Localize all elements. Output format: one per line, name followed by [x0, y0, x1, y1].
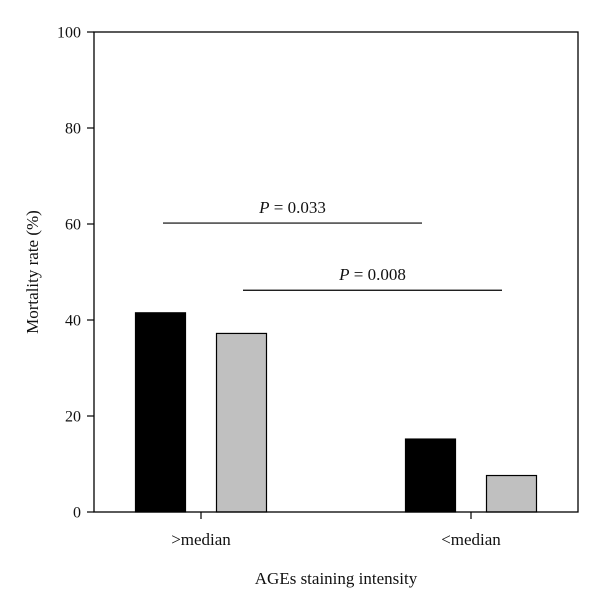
x-tick-label: >median — [171, 530, 231, 549]
bar-1-1 — [134, 312, 187, 513]
x-axis-ticks: >median <median — [171, 512, 501, 549]
y-tick-label: 0 — [73, 505, 81, 522]
y-axis-label: Mortality rate (%) — [23, 210, 42, 334]
annotations-group: P = 0.033 P = 0.008 — [163, 198, 502, 291]
bar-2-1 — [215, 332, 268, 513]
y-tick-label: 40 — [65, 313, 81, 330]
bars-group — [134, 312, 538, 513]
y-axis-ticks: 0 20 40 60 80 100 — [57, 25, 94, 522]
bar-1-2 — [404, 438, 457, 513]
plot-frame — [93, 31, 579, 513]
y-tick-label: 60 — [65, 217, 81, 234]
significance-label: P = 0.033 — [258, 198, 326, 217]
significance-label: P = 0.008 — [338, 265, 406, 284]
bar-2-2 — [485, 474, 538, 513]
y-tick-label: 100 — [57, 25, 81, 42]
x-tick-label: <median — [441, 530, 501, 549]
y-tick-label: 80 — [65, 121, 81, 138]
x-axis-label: AGEs staining intensity — [255, 569, 418, 588]
y-tick-label: 20 — [65, 409, 81, 426]
